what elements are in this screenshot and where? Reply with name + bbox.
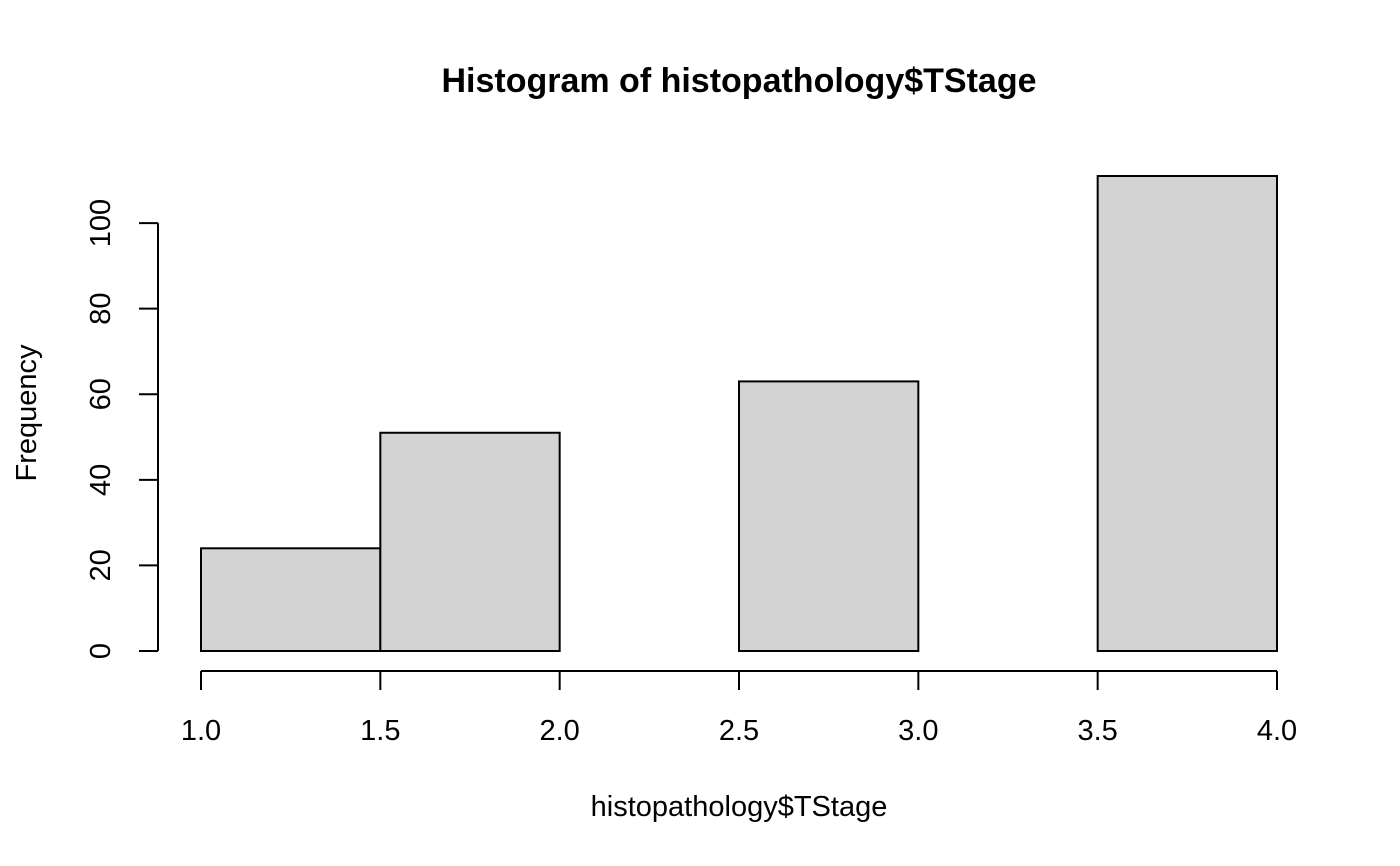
y-axis-label: Frequency (11, 344, 43, 482)
chart-title: Histogram of histopathology$TStage (441, 62, 1036, 100)
y-tick-label-0: 0 (85, 643, 117, 659)
x-tick-label-3: 2.5 (719, 715, 759, 747)
y-tick-label-3: 60 (85, 378, 117, 410)
y-tick-label-1: 20 (85, 549, 117, 581)
x-tick-label-1: 1.5 (360, 715, 400, 747)
histogram-bar-0 (200, 547, 382, 653)
histogram-bar-1 (379, 431, 561, 652)
x-axis-label: histopathology$TStage (591, 791, 888, 823)
x-tick-label-0: 1.0 (181, 715, 221, 747)
y-tick-label-4: 80 (85, 293, 117, 325)
y-tick-label-5: 100 (85, 199, 117, 247)
x-tick-label-4: 3.0 (898, 715, 938, 747)
x-tick-label-6: 4.0 (1257, 715, 1297, 747)
x-tick-label-2: 2.0 (540, 715, 580, 747)
histogram-bar-3 (738, 380, 920, 652)
x-tick-label-5: 3.5 (1078, 715, 1118, 747)
histogram-bars (200, 175, 1278, 653)
x-axis: 1.0 1.5 2.0 2.5 3.0 3.5 4.0 (181, 670, 1297, 747)
y-tick-label-2: 40 (85, 464, 117, 496)
histogram-bar-5 (1096, 175, 1278, 652)
y-axis: 0 20 40 60 80 100 (85, 199, 159, 659)
